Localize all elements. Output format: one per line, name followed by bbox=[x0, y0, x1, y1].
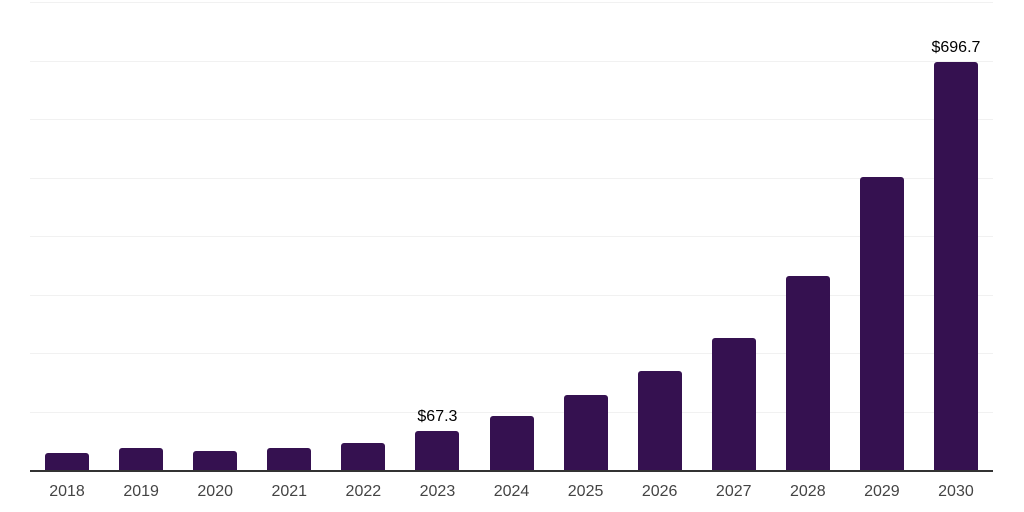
bar-2029 bbox=[859, 176, 904, 470]
value-label-2023: $67.3 bbox=[417, 407, 458, 425]
x-tick-label-2027: 2027 bbox=[715, 483, 752, 500]
bar-2020 bbox=[193, 451, 238, 470]
gridline-700 bbox=[30, 60, 993, 62]
bar-2024 bbox=[489, 415, 534, 470]
bar-2021 bbox=[267, 447, 312, 470]
x-axis-labels: 2018 2019 2020 2021 2022 2023 2024 2025 2026 2027… bbox=[30, 484, 993, 504]
bar-2022 bbox=[341, 443, 386, 470]
x-tick-label-2026: 2026 bbox=[641, 483, 678, 500]
x-tick-label-2029: 2029 bbox=[864, 483, 900, 500]
value-label-2030: $696.7 bbox=[931, 39, 981, 57]
gridline-200 bbox=[30, 353, 993, 354]
bar-2028 bbox=[785, 275, 830, 470]
x-tick-label-2028: 2028 bbox=[790, 483, 826, 500]
x-tick-label-2025: 2025 bbox=[567, 483, 604, 500]
gridline-400 bbox=[30, 236, 993, 237]
x-tick-label-2021: 2021 bbox=[271, 483, 308, 500]
bar-2023 bbox=[415, 430, 460, 470]
gridline-800 bbox=[30, 2, 993, 3]
x-tick-label-2024: 2024 bbox=[493, 483, 530, 500]
bar-2026 bbox=[637, 370, 682, 470]
x-axis-line bbox=[30, 470, 993, 472]
x-tick-label-2023: 2023 bbox=[419, 483, 456, 500]
x-tick-label-2020: 2020 bbox=[197, 483, 233, 500]
x-tick-label-2030: 2030 bbox=[938, 483, 974, 500]
gridline-300 bbox=[30, 294, 993, 296]
bar-2030 bbox=[933, 62, 978, 470]
x-tick-label-2018: 2018 bbox=[49, 483, 85, 500]
plot-area: $67.3 $696.7 bbox=[30, 2, 993, 470]
gridline-100 bbox=[30, 411, 993, 413]
gridline-600 bbox=[30, 119, 993, 120]
bar-2027 bbox=[711, 338, 756, 470]
x-tick-label-2022: 2022 bbox=[345, 483, 382, 500]
x-tick-label-2019: 2019 bbox=[123, 483, 159, 500]
gridline-500 bbox=[30, 177, 993, 179]
bar-2025 bbox=[563, 394, 608, 470]
bar-2019 bbox=[119, 448, 164, 470]
bar-2018 bbox=[45, 452, 90, 470]
